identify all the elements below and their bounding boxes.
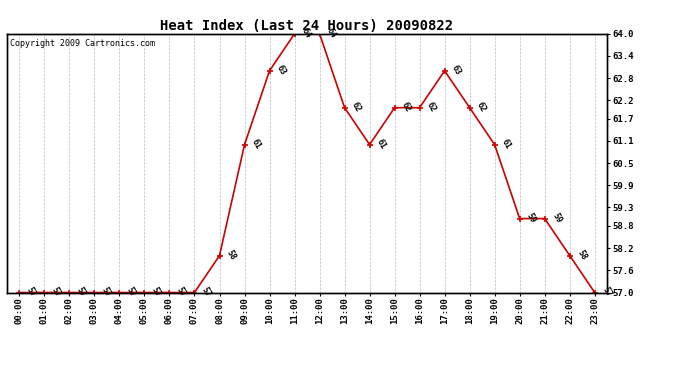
Text: 57: 57: [25, 285, 38, 298]
Text: 64: 64: [325, 27, 338, 40]
Text: 57: 57: [175, 285, 188, 298]
Text: 58: 58: [575, 249, 588, 262]
Text: 62: 62: [400, 100, 413, 114]
Text: 62: 62: [350, 100, 363, 114]
Text: 57: 57: [125, 285, 138, 298]
Text: 62: 62: [425, 100, 438, 114]
Text: 58: 58: [225, 249, 238, 262]
Text: 57: 57: [75, 285, 88, 298]
Text: 61: 61: [375, 138, 388, 151]
Title: Heat Index (Last 24 Hours) 20090822: Heat Index (Last 24 Hours) 20090822: [161, 19, 453, 33]
Text: 59: 59: [525, 211, 538, 225]
Text: 61: 61: [250, 138, 263, 151]
Text: 64: 64: [300, 27, 313, 40]
Text: 57: 57: [600, 285, 613, 298]
Text: 63: 63: [275, 64, 288, 77]
Text: 63: 63: [450, 64, 463, 77]
Text: 57: 57: [150, 285, 163, 298]
Text: 57: 57: [50, 285, 63, 298]
Text: Copyright 2009 Cartronics.com: Copyright 2009 Cartronics.com: [10, 39, 155, 48]
Text: 61: 61: [500, 138, 513, 151]
Text: 57: 57: [100, 285, 112, 298]
Text: 62: 62: [475, 100, 488, 114]
Text: 57: 57: [200, 285, 213, 298]
Text: 59: 59: [550, 211, 563, 225]
